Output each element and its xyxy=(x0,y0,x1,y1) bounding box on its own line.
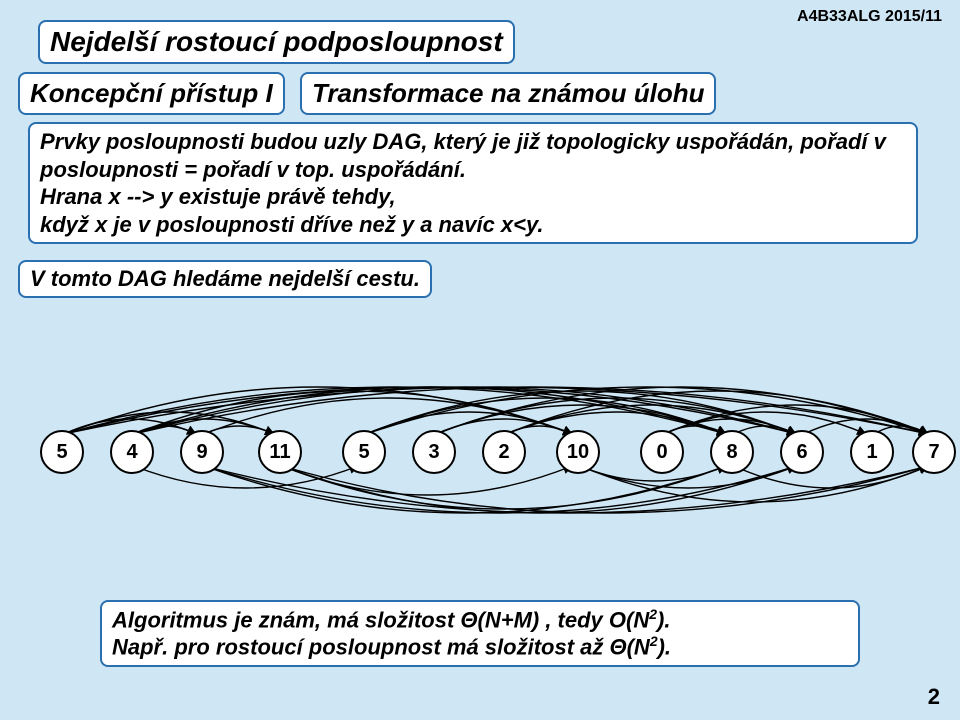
subtitle-left-box: Koncepční přístup I xyxy=(18,72,285,115)
last-box: V tomto DAG hledáme nejdelší cestu. xyxy=(18,260,432,298)
subtitle-right-box: Transformace na známou úlohu xyxy=(300,72,716,115)
title-box: Nejdelší rostoucí podposloupnost xyxy=(38,20,515,64)
subtitle-left: Koncepční přístup I xyxy=(30,78,273,108)
dag-node: 1 xyxy=(850,430,894,474)
dag-node: 11 xyxy=(258,430,302,474)
cl2b: ). xyxy=(658,635,671,660)
dag-node: 5 xyxy=(342,430,386,474)
course-code: A4B33ALG 2015/11 xyxy=(797,8,942,26)
dag-node: 10 xyxy=(556,430,600,474)
complexity-box: Algoritmus je znám, má složitost Θ(N+M) … xyxy=(100,600,860,667)
dag-node: 5 xyxy=(40,430,84,474)
dag-node: 3 xyxy=(412,430,456,474)
complexity-line1: Algoritmus je znám, má složitost Θ(N+M) … xyxy=(112,606,848,633)
dag-node: 4 xyxy=(110,430,154,474)
title-text: Nejdelší rostoucí podposloupnost xyxy=(50,26,503,57)
cl1b: ). xyxy=(657,607,670,632)
dag-node: 2 xyxy=(482,430,526,474)
dag-node: 7 xyxy=(912,430,956,474)
body-box: Prvky posloupnosti budou uzly DAG, který… xyxy=(28,122,918,244)
slide: { "header_code":"A4B33ALG 2015/11", "tit… xyxy=(0,0,960,720)
dag-node: 0 xyxy=(640,430,684,474)
cl2a: Např. pro rostoucí posloupnost má složit… xyxy=(112,635,650,660)
subtitle-right: Transformace na známou úlohu xyxy=(312,78,704,108)
body-text: Prvky posloupnosti budou uzly DAG, který… xyxy=(40,129,886,237)
complexity-line2: Např. pro rostoucí posloupnost má složit… xyxy=(112,633,848,660)
dag-node: 8 xyxy=(710,430,754,474)
last-text: V tomto DAG hledáme nejdelší cestu. xyxy=(30,266,420,291)
cl2sup: 2 xyxy=(650,633,658,649)
page-number: 2 xyxy=(928,684,940,710)
dag-node: 9 xyxy=(180,430,224,474)
dag-graph: 549115321008617 xyxy=(0,320,960,580)
cl1a: Algoritmus je znám, má složitost Θ(N+M) … xyxy=(112,607,649,632)
dag-node: 6 xyxy=(780,430,824,474)
cl1sup: 2 xyxy=(649,606,657,622)
